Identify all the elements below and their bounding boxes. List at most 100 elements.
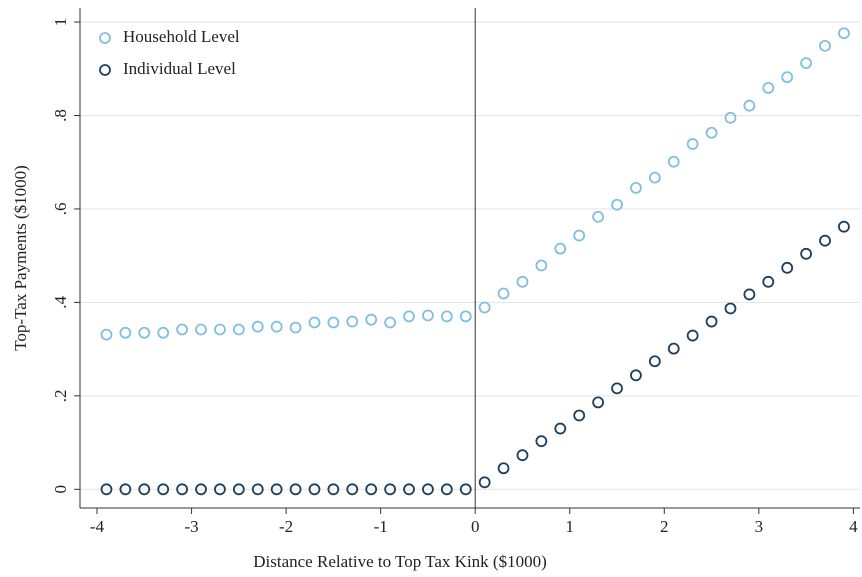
point bbox=[800, 57, 813, 70]
x-axis-label: Distance Relative to Top Tax Kink ($1000… bbox=[253, 552, 547, 571]
point bbox=[327, 483, 340, 496]
y-axis-label: Top-Tax Payments ($1000) bbox=[11, 165, 30, 351]
point bbox=[554, 422, 567, 435]
y-tick-label: .6 bbox=[51, 203, 70, 216]
point bbox=[478, 476, 491, 489]
point bbox=[800, 247, 813, 260]
point bbox=[686, 329, 699, 342]
point bbox=[819, 39, 831, 52]
point bbox=[781, 71, 794, 84]
point bbox=[478, 301, 491, 314]
x-tick-label: 2 bbox=[660, 517, 669, 536]
point bbox=[762, 82, 775, 94]
point bbox=[157, 326, 170, 339]
point bbox=[705, 126, 718, 139]
point bbox=[232, 483, 245, 496]
point bbox=[554, 242, 567, 255]
point bbox=[724, 302, 737, 315]
point bbox=[686, 138, 699, 150]
point bbox=[535, 435, 548, 448]
point bbox=[497, 287, 510, 300]
x-tick-label: 0 bbox=[471, 517, 480, 536]
x-tick-label: -1 bbox=[374, 517, 388, 536]
point bbox=[119, 483, 132, 496]
legend-label: Household Level bbox=[123, 27, 240, 46]
point bbox=[251, 320, 264, 333]
point bbox=[516, 275, 529, 288]
point bbox=[667, 342, 680, 355]
point bbox=[384, 316, 397, 329]
point bbox=[138, 483, 151, 496]
point bbox=[781, 261, 794, 274]
point bbox=[422, 483, 434, 496]
point bbox=[138, 326, 151, 339]
legend-marker bbox=[99, 64, 111, 76]
point bbox=[176, 323, 189, 336]
y-tick-label: 1 bbox=[51, 18, 70, 27]
x-tick-label: -2 bbox=[279, 517, 293, 536]
x-tick-label: 3 bbox=[755, 517, 764, 536]
point bbox=[611, 382, 623, 395]
point bbox=[516, 449, 529, 462]
legend-label: Individual Level bbox=[123, 59, 236, 78]
point bbox=[308, 316, 321, 329]
point bbox=[195, 483, 207, 496]
point bbox=[724, 111, 737, 124]
point bbox=[346, 483, 359, 496]
point bbox=[270, 483, 283, 496]
point bbox=[100, 483, 113, 496]
point bbox=[667, 155, 680, 168]
point bbox=[535, 259, 548, 272]
legend-marker bbox=[99, 32, 111, 44]
point bbox=[214, 323, 226, 336]
point bbox=[459, 483, 472, 496]
point bbox=[630, 182, 642, 194]
point bbox=[819, 234, 831, 247]
point bbox=[573, 409, 586, 422]
point bbox=[289, 321, 302, 334]
point bbox=[762, 275, 775, 288]
point bbox=[365, 483, 378, 496]
point bbox=[743, 99, 756, 112]
point bbox=[176, 483, 189, 496]
point bbox=[100, 328, 113, 341]
point bbox=[308, 483, 321, 496]
point bbox=[214, 483, 226, 496]
point bbox=[459, 310, 472, 323]
point bbox=[346, 315, 359, 328]
y-tick-label: .2 bbox=[51, 389, 70, 402]
point bbox=[592, 396, 605, 409]
x-tick-label: -4 bbox=[90, 517, 105, 536]
point bbox=[440, 483, 453, 496]
point bbox=[648, 355, 661, 368]
point bbox=[838, 220, 850, 233]
point bbox=[497, 462, 510, 475]
point bbox=[270, 320, 283, 333]
point bbox=[384, 483, 397, 496]
point bbox=[422, 309, 434, 322]
x-tick-label: 4 bbox=[849, 517, 858, 536]
x-tick-label: -3 bbox=[184, 517, 198, 536]
y-tick-label: .8 bbox=[51, 109, 70, 122]
point bbox=[403, 483, 415, 496]
point bbox=[403, 310, 415, 323]
point bbox=[251, 483, 264, 496]
point bbox=[365, 313, 378, 326]
point bbox=[195, 323, 207, 336]
point bbox=[119, 326, 132, 339]
point bbox=[705, 315, 718, 328]
y-tick-label: .4 bbox=[51, 296, 70, 309]
point bbox=[611, 198, 623, 211]
point bbox=[327, 316, 340, 329]
point bbox=[289, 483, 302, 496]
point bbox=[157, 483, 170, 496]
point bbox=[440, 310, 453, 323]
point bbox=[573, 229, 586, 242]
y-tick-label: 0 bbox=[51, 485, 70, 494]
point bbox=[648, 171, 661, 184]
x-tick-label: 1 bbox=[565, 517, 574, 536]
point bbox=[592, 210, 605, 223]
point bbox=[232, 323, 245, 336]
